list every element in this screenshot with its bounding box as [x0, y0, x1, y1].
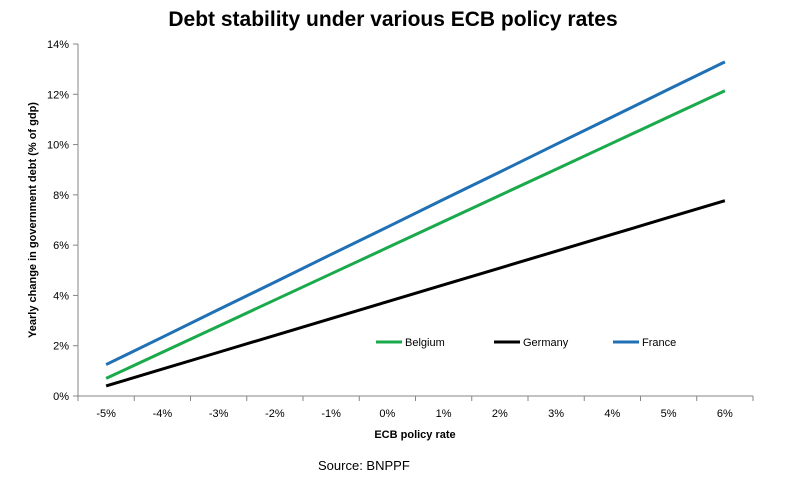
series-line-germany [105, 199, 726, 388]
x-tick-label: 1% [436, 408, 452, 420]
y-tick-label: 2% [53, 341, 69, 353]
x-tick-label: 5% [661, 408, 677, 420]
x-tick-label: -4% [153, 408, 173, 420]
series-line-france [105, 60, 726, 366]
y-tick-label: 8% [53, 190, 69, 202]
y-tick-label: 6% [53, 240, 69, 252]
x-tick-label: -5% [96, 408, 116, 420]
legend-label-germany: Germany [523, 337, 569, 349]
x-tick-label: 0% [379, 408, 395, 420]
source-note: Source: BNPPF [318, 458, 410, 473]
x-axis-ticks: -5% -4% -3% -2% -1% 0% 1% 2% 3% 4% 5% 6% [77, 396, 754, 420]
x-tick-label: 3% [548, 408, 564, 420]
series-lines [105, 60, 726, 388]
chart-title: Debt stability under various ECB policy … [168, 8, 618, 31]
series-line-belgium [105, 89, 726, 380]
legend-label-belgium: Belgium [405, 337, 445, 349]
y-tick-label: 12% [47, 89, 69, 101]
y-tick-label: 10% [47, 140, 69, 152]
x-tick-label: -1% [321, 408, 341, 420]
legend-label-france: France [642, 337, 676, 349]
x-tick-label: 2% [492, 408, 508, 420]
x-axis-title: ECB policy rate [374, 429, 455, 441]
x-tick-label: 6% [717, 408, 733, 420]
y-axis-ticks: 0% 2% 4% 6% 8% 10% 12% 14% [47, 39, 78, 403]
x-tick-label: -2% [265, 408, 285, 420]
y-tick-label: 4% [53, 290, 69, 302]
y-tick-label: 14% [47, 39, 69, 51]
y-axis-title: Yearly change in government debt (% of g… [27, 102, 39, 338]
x-tick-label: 4% [604, 408, 620, 420]
y-tick-label: 0% [53, 391, 69, 403]
legend: Belgium Germany France [376, 337, 676, 349]
x-tick-label: -3% [209, 408, 229, 420]
